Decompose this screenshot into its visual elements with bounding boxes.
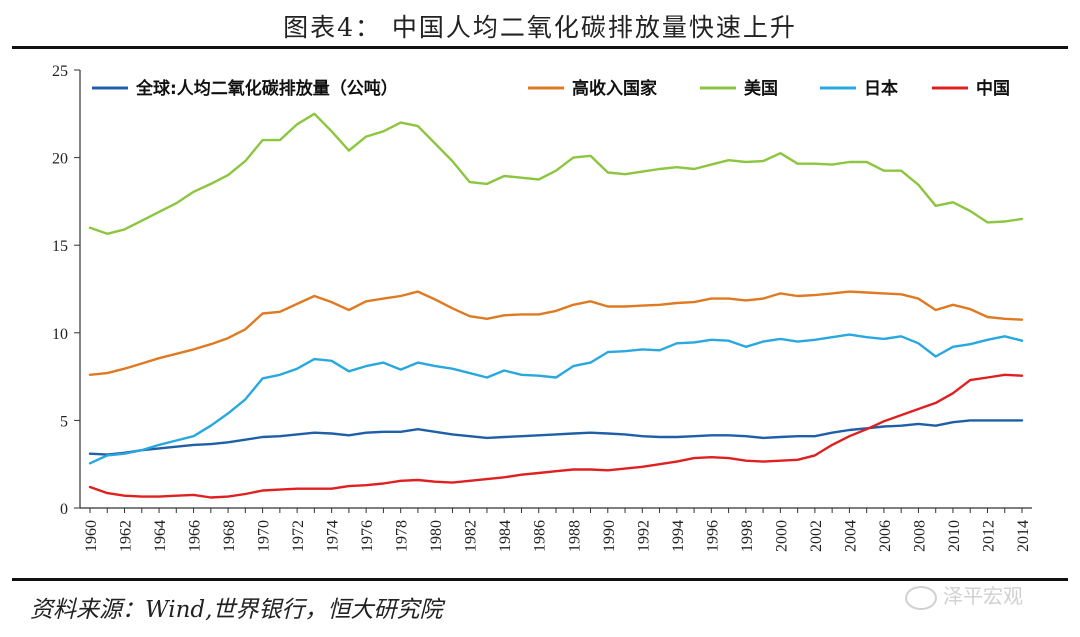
y-tick-label: 20 bbox=[52, 151, 68, 168]
x-tick-label: 1968 bbox=[221, 520, 238, 552]
x-tick-label: 2000 bbox=[773, 520, 790, 552]
series-line-0 bbox=[88, 419, 1024, 456]
series-line-3 bbox=[88, 333, 1024, 465]
series-line-1 bbox=[88, 290, 1024, 376]
x-tick-label: 2008 bbox=[911, 520, 928, 552]
bottom-rule bbox=[12, 578, 1068, 581]
legend-label-2: 美国 bbox=[744, 78, 778, 99]
y-tick-label: 0 bbox=[60, 501, 68, 518]
x-tick-label: 1974 bbox=[325, 520, 342, 552]
legend-label-0: 全球:人均二氧化碳排放量（公吨） bbox=[135, 78, 398, 99]
x-tick-label: 1966 bbox=[187, 520, 204, 552]
x-tick-label: 1980 bbox=[428, 520, 445, 552]
x-tick-label: 1992 bbox=[635, 520, 652, 552]
x-tick-label: 1986 bbox=[532, 520, 549, 552]
x-tick-label: 1996 bbox=[704, 520, 721, 552]
legend: 全球:人均二氧化碳排放量（公吨） 高收入国家 美国 日本 中国 bbox=[92, 78, 1010, 99]
x-tick-label: 1970 bbox=[256, 520, 273, 552]
x-tick-label: 2010 bbox=[946, 520, 963, 552]
series-lines bbox=[88, 112, 1024, 499]
y-tick-label: 25 bbox=[52, 63, 68, 80]
x-tick-label: 1988 bbox=[566, 520, 583, 552]
top-rule bbox=[12, 46, 1068, 49]
series-line-2 bbox=[88, 112, 1024, 235]
x-tick-label: 1990 bbox=[601, 520, 618, 552]
x-tick-label: 2014 bbox=[1015, 520, 1032, 552]
series-line-4 bbox=[88, 373, 1024, 499]
x-tick-label: 1984 bbox=[497, 520, 514, 552]
x-tick-label: 1998 bbox=[739, 520, 756, 552]
x-tick-label: 1972 bbox=[290, 520, 307, 552]
legend-label-3: 日本 bbox=[864, 78, 898, 99]
source-note: 资料来源：Wind,世界银行，恒大研究院 bbox=[30, 597, 443, 623]
x-tick-label: 1994 bbox=[670, 520, 687, 552]
line-chart: 0 5 10 15 20 25 1960 1962 1964 1966 1968 1970 1972 19… bbox=[52, 63, 1032, 552]
x-tick-label: 1976 bbox=[359, 520, 376, 552]
legend-label-1: 高收入国家 bbox=[572, 78, 657, 99]
x-tick-label: 2002 bbox=[808, 520, 825, 552]
legend-label-4: 中国 bbox=[976, 78, 1010, 99]
y-tick-label: 15 bbox=[52, 238, 68, 255]
x-tick-label: 2004 bbox=[842, 520, 859, 552]
y-tick-label: 10 bbox=[52, 326, 68, 343]
axes: 0 5 10 15 20 25 1960 1962 1964 1966 1968 1970 1972 19… bbox=[52, 63, 1032, 552]
watermark: 泽平宏观 bbox=[905, 580, 1023, 610]
y-tick-label: 5 bbox=[60, 413, 68, 430]
x-tick-label: 1960 bbox=[83, 520, 100, 552]
x-tick-label: 2012 bbox=[980, 520, 997, 552]
x-tick-label: 1962 bbox=[118, 520, 135, 552]
chart-title: 图表4： 中国人均二氧化碳排放量快速上升 bbox=[283, 13, 797, 42]
wechat-icon bbox=[905, 585, 937, 610]
x-tick-label: 2006 bbox=[877, 520, 894, 552]
watermark-text: 泽平宏观 bbox=[943, 584, 1023, 608]
x-tick-label: 1982 bbox=[463, 520, 480, 552]
x-tick-label: 1978 bbox=[394, 520, 411, 552]
x-tick-label: 1964 bbox=[152, 520, 169, 552]
